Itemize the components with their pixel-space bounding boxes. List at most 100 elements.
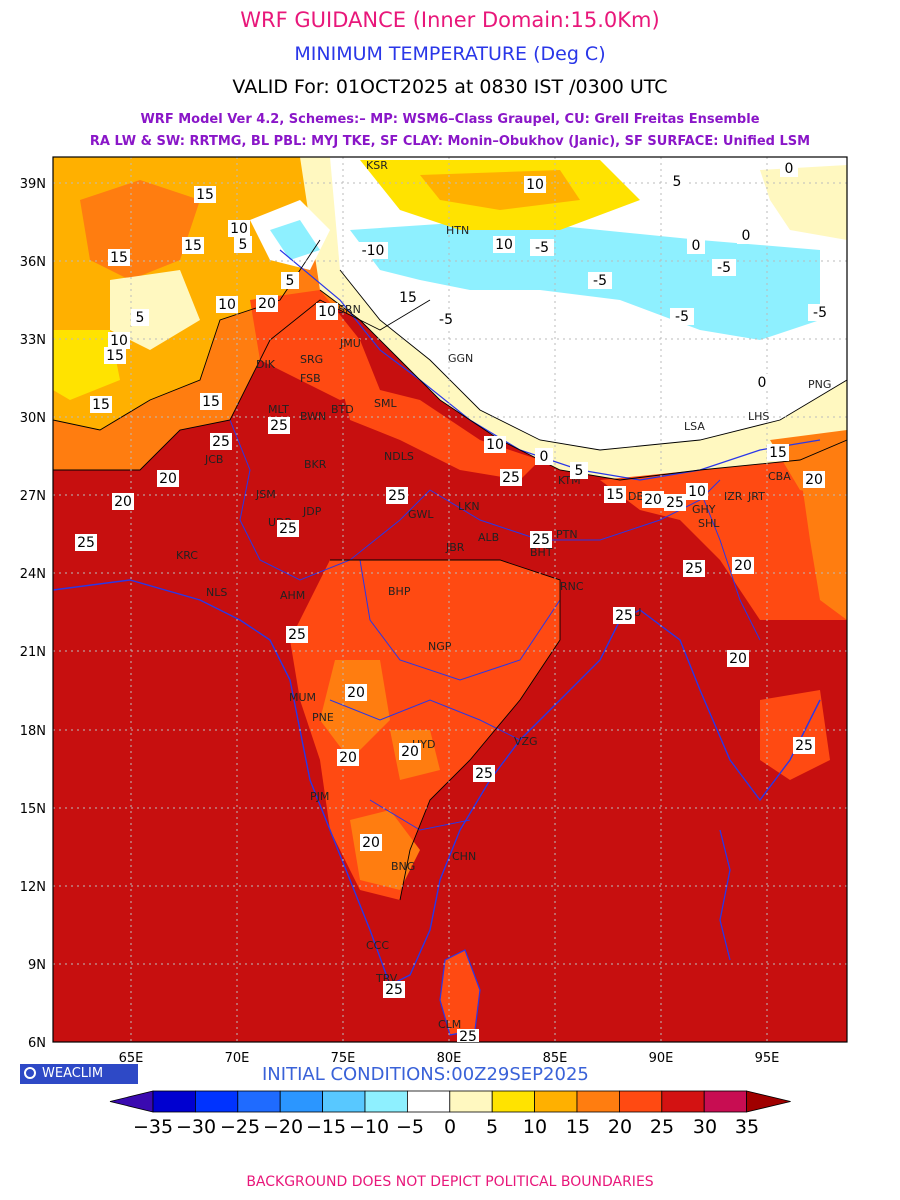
colorbar-tick: −25 (220, 1116, 260, 1138)
contour-label: 5 (131, 309, 149, 326)
contour-label: 10 (216, 296, 238, 313)
station-label: JBR (445, 541, 465, 554)
station-label: MUM (289, 691, 316, 704)
svg-text:15: 15 (769, 445, 787, 461)
svg-text:25: 25 (475, 766, 493, 782)
colorbar-tick: −10 (349, 1116, 389, 1138)
colorbar-tick: 5 (486, 1116, 498, 1138)
station-label: KSR (366, 159, 388, 172)
contour-label: 15 (108, 249, 130, 266)
svg-text:-5: -5 (593, 273, 607, 289)
svg-text:15: 15 (196, 187, 214, 203)
contour-label: 20 (256, 295, 278, 312)
colorbar-tick: 15 (566, 1116, 590, 1138)
svg-text:0: 0 (758, 375, 767, 391)
lat-label: 9N (28, 958, 46, 973)
svg-text:25: 25 (388, 488, 406, 504)
station-label: ALB (478, 531, 499, 544)
contour-label: 0 (753, 374, 771, 391)
svg-text:10: 10 (495, 237, 513, 253)
colorbar-tick: 0 (444, 1116, 456, 1138)
contour-label: 20 (345, 684, 367, 701)
lon-label: 70E (225, 1051, 250, 1066)
contour-label: -5 (434, 311, 458, 328)
svg-text:0: 0 (540, 449, 549, 465)
contour-label: 5 (570, 462, 588, 479)
contour-label: 25 (664, 494, 686, 511)
station-label: HTN (446, 224, 469, 237)
contour-label: 25 (383, 981, 405, 998)
valid-time: VALID For: 01OCT2025 at 0830 IST /0300 U… (232, 76, 668, 98)
svg-text:25: 25 (288, 627, 306, 643)
svg-text:20: 20 (362, 835, 380, 851)
lon-label: 80E (437, 1051, 462, 1066)
contour-label: 15 (182, 237, 204, 254)
contour-label: 10 (524, 176, 546, 193)
svg-text:-5: -5 (717, 260, 731, 276)
lon-label: 65E (119, 1051, 144, 1066)
station-label: DIK (256, 358, 276, 371)
station-label: NDLS (384, 450, 414, 463)
contour-label: 25 (386, 487, 408, 504)
svg-text:25: 25 (77, 535, 95, 551)
colorbar-tick: −20 (263, 1116, 303, 1138)
contour-label: 0 (737, 227, 755, 244)
lon-label: 75E (331, 1051, 356, 1066)
svg-text:15: 15 (106, 348, 124, 364)
station-label: CCC (366, 939, 389, 952)
contour-label: 25 (530, 531, 552, 548)
contour-label: -5 (530, 239, 554, 256)
contour-label: 10 (686, 483, 708, 500)
contour-label: -5 (808, 304, 832, 321)
contour-label: 20 (399, 743, 421, 760)
contour-label: 0 (687, 237, 705, 254)
svg-text:5: 5 (575, 463, 584, 479)
model-info: WRF Model Ver 4.2, Schemes:– MP: WSM6–Cl… (140, 112, 760, 127)
colorbar-tick: 35 (735, 1116, 759, 1138)
station-label: BTD (331, 403, 354, 416)
station-label: CBA (768, 470, 791, 483)
svg-text:20: 20 (644, 492, 662, 508)
contour-label: 10 (484, 436, 506, 453)
temperature-map: 39N 36N 33N 30N 27N 24N 21N 18N 15N 12N … (20, 156, 848, 1066)
svg-text:5: 5 (136, 310, 145, 326)
svg-text:20: 20 (258, 296, 276, 312)
contour-label: 15 (104, 347, 126, 364)
station-label: VZG (514, 735, 538, 748)
station-label: AHM (280, 589, 305, 602)
svg-text:25: 25 (615, 608, 633, 624)
svg-text:25: 25 (459, 1029, 477, 1045)
colorbar-tick: 10 (523, 1116, 547, 1138)
map-field (53, 157, 847, 1042)
svg-text:25: 25 (685, 561, 703, 577)
station-label: KRC (176, 549, 198, 562)
svg-text:25: 25 (666, 495, 684, 511)
colorbar-tick: 30 (693, 1116, 717, 1138)
svg-text:25: 25 (279, 521, 297, 537)
lat-label: 33N (20, 333, 46, 348)
station-label: CHN (452, 850, 476, 863)
station-label: JRT (747, 490, 765, 503)
contour-label: 15 (200, 393, 222, 410)
contour-label: -5 (670, 308, 694, 325)
contour-label: 25 (473, 765, 495, 782)
station-label: GGN (448, 352, 473, 365)
svg-text:-5: -5 (813, 305, 827, 321)
station-label: JMU (339, 337, 361, 350)
svg-text:10: 10 (218, 297, 236, 313)
station-label: PNE (312, 711, 334, 724)
svg-text:-5: -5 (439, 312, 453, 328)
contour-label: 20 (360, 834, 382, 851)
contour-label: 10 (108, 332, 130, 349)
lat-label: 15N (20, 802, 46, 817)
colorbar-tick: −15 (306, 1116, 346, 1138)
svg-text:20: 20 (114, 494, 132, 510)
contour-label: 25 (613, 607, 635, 624)
contour-label: 15 (194, 186, 216, 203)
logo-ring-icon (24, 1067, 36, 1079)
svg-text:10: 10 (486, 437, 504, 453)
lat-label: 21N (20, 645, 46, 660)
colorbar-tick: −35 (133, 1116, 173, 1138)
map-title: WRF GUIDANCE (Inner Domain:15.0Km) (240, 8, 660, 32)
initial-conditions: INITIAL CONDITIONS:00Z29SEP2025 (262, 1064, 589, 1085)
